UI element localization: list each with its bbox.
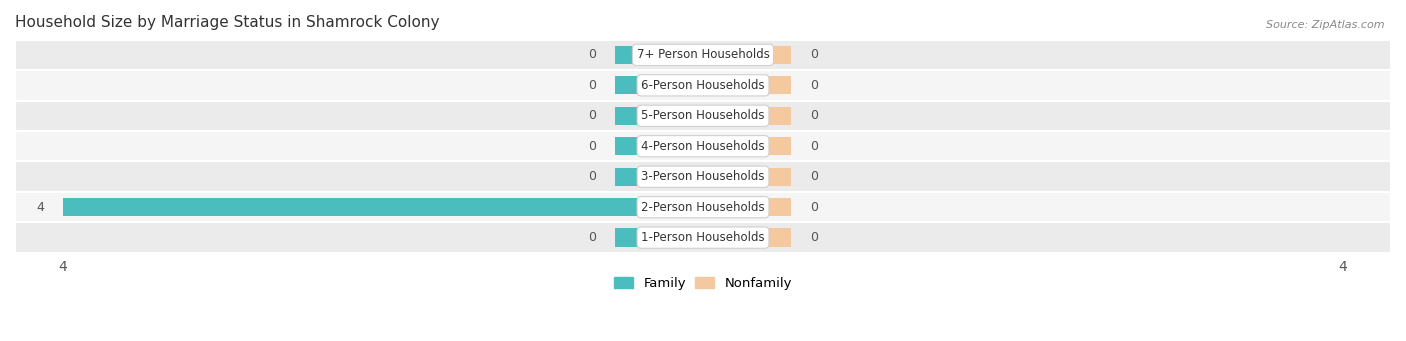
Text: 3-Person Households: 3-Person Households bbox=[641, 170, 765, 183]
Text: 0: 0 bbox=[810, 201, 818, 214]
Text: 0: 0 bbox=[588, 48, 596, 61]
Text: 0: 0 bbox=[588, 231, 596, 244]
Bar bbox=[703, 76, 792, 94]
Bar bbox=[15, 192, 1391, 222]
Text: 0: 0 bbox=[810, 48, 818, 61]
Bar bbox=[614, 46, 703, 64]
Text: 6-Person Households: 6-Person Households bbox=[641, 79, 765, 92]
Text: 1-Person Households: 1-Person Households bbox=[641, 231, 765, 244]
Bar bbox=[614, 137, 703, 155]
Bar bbox=[614, 107, 703, 125]
Text: 0: 0 bbox=[810, 170, 818, 183]
Legend: Family, Nonfamily: Family, Nonfamily bbox=[609, 271, 797, 295]
Bar bbox=[703, 167, 792, 186]
Text: 0: 0 bbox=[810, 79, 818, 92]
Bar bbox=[15, 40, 1391, 70]
Text: 0: 0 bbox=[810, 231, 818, 244]
Bar bbox=[703, 46, 792, 64]
Bar bbox=[63, 198, 703, 216]
Bar bbox=[15, 162, 1391, 192]
Bar bbox=[15, 70, 1391, 101]
Bar bbox=[614, 76, 703, 94]
Bar bbox=[15, 101, 1391, 131]
Text: 0: 0 bbox=[588, 140, 596, 153]
Text: Source: ZipAtlas.com: Source: ZipAtlas.com bbox=[1267, 20, 1385, 30]
Bar bbox=[614, 167, 703, 186]
Text: 0: 0 bbox=[588, 79, 596, 92]
Bar bbox=[614, 228, 703, 247]
Bar bbox=[703, 228, 792, 247]
Bar bbox=[15, 222, 1391, 253]
Text: 2-Person Households: 2-Person Households bbox=[641, 201, 765, 214]
Text: 5-Person Households: 5-Person Households bbox=[641, 109, 765, 122]
Bar bbox=[703, 198, 792, 216]
Text: 0: 0 bbox=[588, 109, 596, 122]
Text: 4-Person Households: 4-Person Households bbox=[641, 140, 765, 153]
Bar bbox=[703, 137, 792, 155]
Text: 7+ Person Households: 7+ Person Households bbox=[637, 48, 769, 61]
Text: 4: 4 bbox=[37, 201, 44, 214]
Text: Household Size by Marriage Status in Shamrock Colony: Household Size by Marriage Status in Sha… bbox=[15, 15, 440, 30]
Text: 0: 0 bbox=[588, 170, 596, 183]
Text: 0: 0 bbox=[810, 109, 818, 122]
Text: 0: 0 bbox=[810, 140, 818, 153]
Bar bbox=[703, 107, 792, 125]
Bar bbox=[15, 131, 1391, 162]
